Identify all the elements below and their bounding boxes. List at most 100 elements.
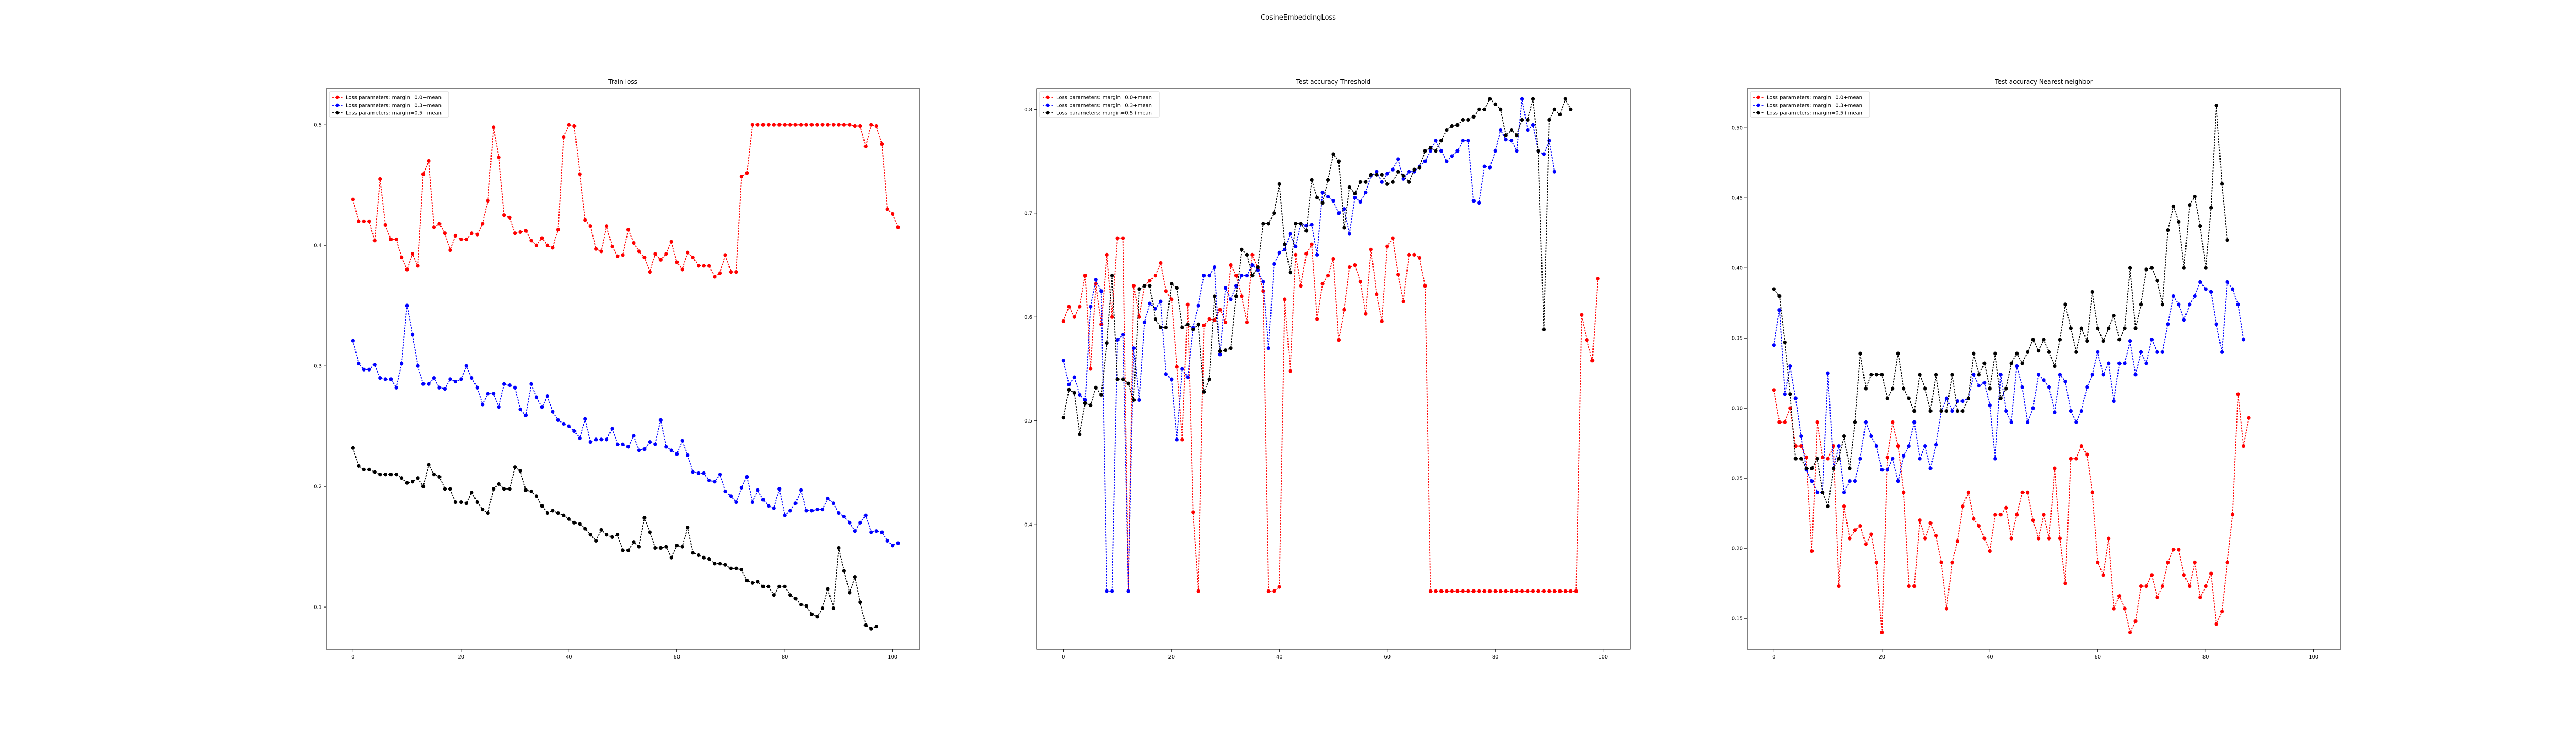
data-point xyxy=(1493,589,1497,593)
data-point xyxy=(1380,319,1384,323)
train-loss-chart: Train loss 0 20 40 60 80 100 0.1 0.2 0.3 0.4 0.5 Los… xyxy=(314,78,920,660)
data-point xyxy=(2188,584,2192,588)
data-point xyxy=(362,467,366,471)
data-point xyxy=(1569,589,1573,593)
data-point xyxy=(1831,466,1836,470)
series-line xyxy=(1063,98,1555,592)
data-point xyxy=(1229,346,1233,350)
data-point xyxy=(750,581,754,585)
data-point xyxy=(492,392,496,396)
data-point xyxy=(1105,589,1109,593)
data-point xyxy=(545,243,549,247)
legend-label: Loss parameters: margin=0.3+mean xyxy=(346,103,442,109)
data-point xyxy=(1993,351,1997,356)
data-point xyxy=(2063,302,2067,307)
data-point xyxy=(1288,369,1292,373)
data-point xyxy=(1477,589,1481,593)
data-point xyxy=(1891,386,1895,391)
data-point xyxy=(863,144,868,148)
data-point xyxy=(1310,178,1314,182)
data-point xyxy=(1245,252,1249,257)
data-point xyxy=(357,361,361,366)
data-point xyxy=(2214,322,2218,326)
data-point xyxy=(372,470,377,474)
legend-entry-1: Loss parameters: margin=0.3+mean xyxy=(1753,103,1862,109)
data-point xyxy=(372,363,377,367)
data-point xyxy=(1067,382,1071,386)
y-tick-label: 0.3 xyxy=(314,364,322,369)
data-point xyxy=(831,501,836,505)
series-line xyxy=(352,448,877,630)
data-point xyxy=(1510,139,1514,143)
data-point xyxy=(691,470,695,474)
data-point xyxy=(1067,387,1071,392)
data-point xyxy=(842,515,846,519)
data-point xyxy=(1159,299,1163,303)
y-tick-label: 0.30 xyxy=(1732,406,1743,412)
data-point xyxy=(1207,317,1211,321)
data-point xyxy=(1455,149,1460,153)
data-point xyxy=(1580,313,1584,317)
data-point xyxy=(2144,361,2148,365)
data-point xyxy=(1121,332,1125,337)
data-point xyxy=(1793,444,1798,448)
data-point xyxy=(2025,490,2030,494)
data-point xyxy=(1880,630,1884,634)
legend-label: Loss parameters: margin=0.5+mean xyxy=(1056,111,1152,116)
y-tick-label: 0.7 xyxy=(1024,211,1032,216)
data-point xyxy=(2193,194,2197,199)
data-point xyxy=(1234,274,1239,278)
data-point xyxy=(443,387,447,391)
data-point xyxy=(1202,274,1206,278)
data-point xyxy=(728,566,733,570)
data-point xyxy=(632,241,636,245)
data-point xyxy=(2031,406,2035,410)
data-point xyxy=(383,473,387,477)
data-point xyxy=(1196,322,1200,326)
data-point xyxy=(1434,139,1438,143)
data-point xyxy=(739,485,743,490)
x-tick-label: 80 xyxy=(782,654,788,660)
data-point xyxy=(2209,206,2213,210)
data-point xyxy=(1777,294,1782,298)
data-point xyxy=(551,246,555,250)
data-point xyxy=(1988,403,1992,408)
data-point xyxy=(2230,513,2235,517)
data-point xyxy=(1375,170,1379,174)
figure-suptitle: CosineEmbeddingLoss xyxy=(1261,14,1336,22)
data-point xyxy=(1934,373,1938,377)
data-point xyxy=(1788,392,1792,396)
data-point xyxy=(1950,409,1954,413)
data-point xyxy=(2004,409,2008,413)
data-point xyxy=(820,507,825,512)
data-point xyxy=(653,442,657,446)
data-point xyxy=(610,427,614,431)
data-point xyxy=(1918,373,1922,377)
data-point xyxy=(1277,182,1281,186)
data-point xyxy=(1439,589,1444,593)
data-point xyxy=(518,407,522,411)
series-2 xyxy=(1061,97,1573,436)
data-point xyxy=(880,142,884,146)
data-point xyxy=(1541,152,1546,156)
legend-marker xyxy=(1046,95,1050,99)
series-line xyxy=(1063,237,1599,592)
data-point xyxy=(1934,443,1938,447)
data-point xyxy=(1950,373,1954,377)
x-tick-label: 20 xyxy=(1878,654,1885,660)
chart-title: Train loss xyxy=(608,78,637,86)
data-point xyxy=(1793,457,1798,461)
data-point xyxy=(1896,444,1900,448)
data-point xyxy=(1928,521,1933,525)
x-tick-label: 60 xyxy=(673,654,680,660)
data-point xyxy=(1912,409,1917,413)
data-point xyxy=(1837,444,1841,448)
data-point xyxy=(1826,457,1830,461)
data-point xyxy=(1218,349,1222,353)
data-point xyxy=(2225,280,2229,284)
data-point xyxy=(594,437,598,442)
data-point xyxy=(2069,457,2073,461)
data-point xyxy=(394,237,398,242)
data-point xyxy=(2220,609,2224,614)
data-point xyxy=(615,254,620,258)
